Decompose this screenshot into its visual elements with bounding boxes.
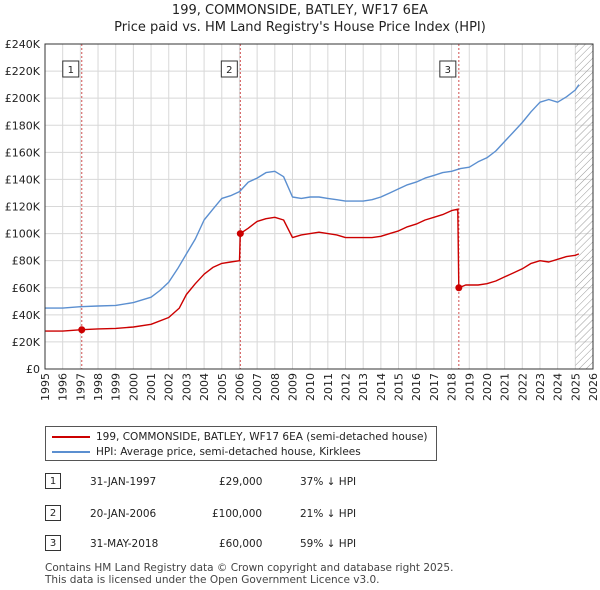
sale-badges: 1 2 3 (62, 60, 457, 78)
x-tick-label: 2014 (375, 373, 388, 401)
x-tick-label: 2018 (446, 373, 459, 401)
x-tick-label: 2005 (216, 373, 229, 401)
sale-badge-label: 1 (68, 65, 74, 76)
sale-marker (455, 284, 463, 292)
x-tick-label: 2017 (428, 373, 441, 401)
x-tick-label: 2007 (251, 373, 264, 401)
y-tick-label: £180K (5, 119, 41, 132)
transaction-number: 3 (45, 535, 61, 551)
title-line-1: 199, COMMONSIDE, BATLEY, WF17 6EA (171, 3, 429, 18)
plot-border (44, 43, 594, 370)
price-chart: 1 2 3 £0 £20K £40K £60K £80K £100K £120K £140K £16… (5, 38, 600, 401)
y-tick-label: £0 (26, 363, 40, 376)
y-tick-label: £40K (12, 309, 41, 322)
footer: Contains HM Land Registry data © Crown c… (45, 562, 453, 586)
x-tick-label: 2008 (269, 373, 282, 401)
y-tick-label: £140K (5, 173, 41, 186)
footer-line-2: This data is licensed under the Open Gov… (45, 574, 380, 586)
x-tick-label: 2013 (357, 373, 370, 401)
x-tick-label: 2024 (552, 373, 565, 401)
x-tick-label: 2023 (534, 373, 547, 401)
transaction-date: 31-JAN-1997 (90, 476, 157, 488)
x-tick-label: 1996 (57, 373, 70, 401)
legend: 199, COMMONSIDE, BATLEY, WF17 6EA (semi-… (45, 426, 437, 461)
x-tick-label: 2021 (499, 373, 512, 401)
y-tick-label: £200K (5, 92, 41, 105)
grid (44, 43, 594, 370)
sale-badge (62, 60, 80, 78)
sale-marker (236, 230, 244, 238)
x-tick-label: 2003 (180, 373, 193, 401)
x-tick-label: 2001 (145, 373, 158, 401)
y-tick-label: £220K (5, 65, 41, 78)
transaction-price: £60,000 (219, 538, 263, 550)
legend-swatch-hpi (52, 451, 90, 453)
y-tick-label: £240K (5, 38, 41, 51)
x-tick-label: 2015 (393, 373, 406, 401)
legend-swatch-price-paid (52, 436, 90, 438)
transaction-date: 20-JAN-2006 (90, 508, 157, 520)
transaction-price: £100,000 (212, 508, 263, 520)
x-tick-label: 1998 (92, 373, 105, 401)
x-tick-label: 2022 (516, 373, 529, 401)
x-tick-label: 2011 (322, 373, 335, 401)
x-tick-labels: 1995 1996 1997 1998 1999 2000 2001 2002 2003 2004… (39, 373, 600, 401)
x-tick-label: 2020 (481, 373, 494, 401)
legend-item-hpi: HPI: Average price, semi-detached house,… (52, 444, 361, 460)
transaction-number: 1 (45, 473, 61, 489)
y-tick-label: £100K (5, 228, 41, 241)
future-hatch (575, 44, 593, 369)
y-tick-label: £120K (5, 201, 41, 214)
x-tick-label: 2026 (587, 373, 600, 401)
transaction-hpi-diff: 21% ↓ HPI (300, 508, 357, 520)
series (45, 84, 580, 332)
sale-badge-label: 3 (445, 65, 451, 76)
sale-markers (78, 230, 463, 334)
x-tick-label: 1995 (39, 373, 52, 401)
legend-label-price-paid: 199, COMMONSIDE, BATLEY, WF17 6EA (semi-… (96, 431, 428, 443)
hpi-line (45, 84, 580, 309)
price-paid-line (45, 208, 580, 332)
x-tick-label: 2019 (463, 373, 476, 401)
x-tick-label: 2012 (340, 373, 353, 401)
transaction-date: 31-MAY-2018 (90, 538, 159, 550)
footer-line-1: Contains HM Land Registry data © Crown c… (45, 562, 454, 574)
transaction-hpi-diff: 37% ↓ HPI (300, 476, 357, 488)
chart-title: 199, COMMONSIDE, BATLEY, WF17 6EA Price … (0, 2, 600, 36)
x-tick-label: 1999 (110, 373, 123, 401)
y-tick-label: £80K (12, 255, 41, 268)
x-tick-label: 2004 (198, 373, 211, 401)
sale-badge (439, 60, 457, 78)
y-tick-label: £60K (12, 282, 41, 295)
transaction-hpi-diff: 59% ↓ HPI (300, 538, 357, 550)
y-tick-labels: £0 £20K £40K £60K £80K £100K £120K £140K £160K £1… (5, 38, 41, 376)
transaction-number: 2 (45, 505, 61, 521)
sale-badge (220, 60, 238, 78)
legend-label-hpi: HPI: Average price, semi-detached house,… (96, 446, 361, 458)
sale-badge-label: 2 (226, 65, 232, 76)
y-tick-label: £20K (12, 336, 41, 349)
x-tick-label: 2000 (127, 373, 140, 401)
x-tick-label: 2025 (569, 373, 582, 401)
x-tick-label: 2006 (233, 373, 246, 401)
sale-marker (78, 326, 86, 334)
x-tick-label: 2016 (410, 373, 423, 401)
transaction-price: £29,000 (219, 476, 263, 488)
legend-item-price-paid: 199, COMMONSIDE, BATLEY, WF17 6EA (semi-… (52, 429, 428, 445)
x-tick-label: 2010 (304, 373, 317, 401)
title-line-2: Price paid vs. HM Land Registry's House … (114, 20, 486, 35)
y-tick-label: £160K (5, 146, 41, 159)
x-tick-label: 2009 (286, 373, 299, 401)
x-tick-label: 2002 (163, 373, 176, 401)
x-tick-label: 1997 (74, 373, 87, 401)
